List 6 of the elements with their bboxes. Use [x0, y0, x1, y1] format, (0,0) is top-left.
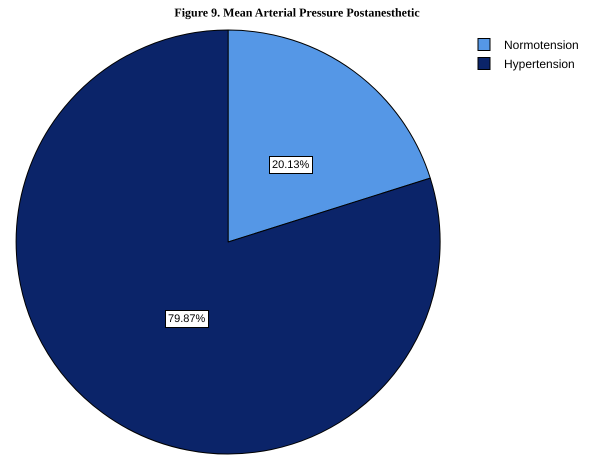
- legend-label: Normotension: [504, 38, 579, 52]
- pie-slice: [16, 30, 440, 454]
- chart-title: Figure 9. Mean Arterial Pressure Postanesthetic: [174, 5, 420, 20]
- legend-label: Hypertension: [504, 57, 575, 72]
- data-label: 20.13%: [272, 159, 310, 171]
- data-label: 79.87%: [168, 313, 206, 325]
